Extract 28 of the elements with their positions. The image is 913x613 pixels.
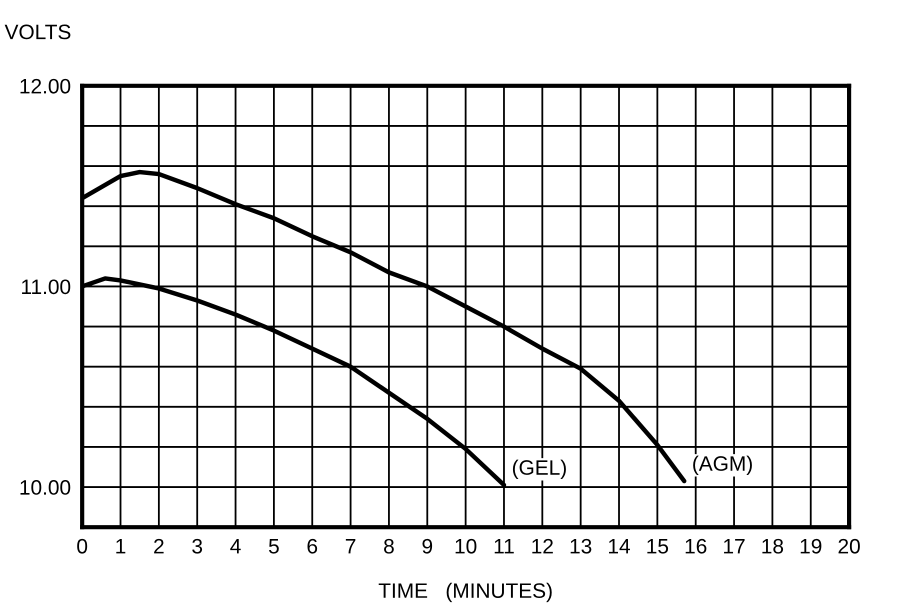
x-tick-label: 18 bbox=[762, 538, 784, 554]
x-tick-label: 9 bbox=[422, 538, 432, 554]
x-tick-label: 17 bbox=[724, 539, 745, 554]
series-label: (GEL) bbox=[512, 460, 566, 480]
x-tick-label: 8 bbox=[384, 538, 394, 554]
x-tick-label: 20 bbox=[838, 538, 860, 554]
x-tick-label: 14 bbox=[609, 539, 630, 554]
x-tick-label: 11 bbox=[494, 539, 514, 554]
series-label: (AGM) bbox=[693, 456, 752, 476]
x-tick-label: 3 bbox=[192, 538, 202, 554]
x-tick-label: 0 bbox=[77, 538, 88, 554]
x-tick-label: 10 bbox=[456, 538, 476, 554]
y-tick-label: 11.00 bbox=[22, 279, 70, 294]
x-tick-label: 4 bbox=[230, 539, 241, 554]
x-tick-label: 12 bbox=[532, 538, 553, 554]
x-tick-label: 7 bbox=[346, 539, 356, 554]
y-tick-label: 10.00 bbox=[20, 480, 70, 495]
x-tick-label: 5 bbox=[268, 539, 279, 554]
x-tick-label: 6 bbox=[308, 538, 318, 554]
x-axis-title: TIME (MINUTES) bbox=[378, 582, 552, 602]
x-tick-label: 2 bbox=[154, 538, 164, 554]
x-tick-label: 15 bbox=[647, 539, 668, 554]
x-tick-label: 1 bbox=[116, 539, 126, 554]
x-tick-label: 13 bbox=[570, 538, 592, 554]
x-tick-label: 16 bbox=[686, 538, 706, 554]
x-tick-label: 19 bbox=[800, 538, 822, 554]
y-axis-title: VOLTS bbox=[4, 24, 70, 40]
y-tick-label: 12.00 bbox=[20, 78, 70, 94]
